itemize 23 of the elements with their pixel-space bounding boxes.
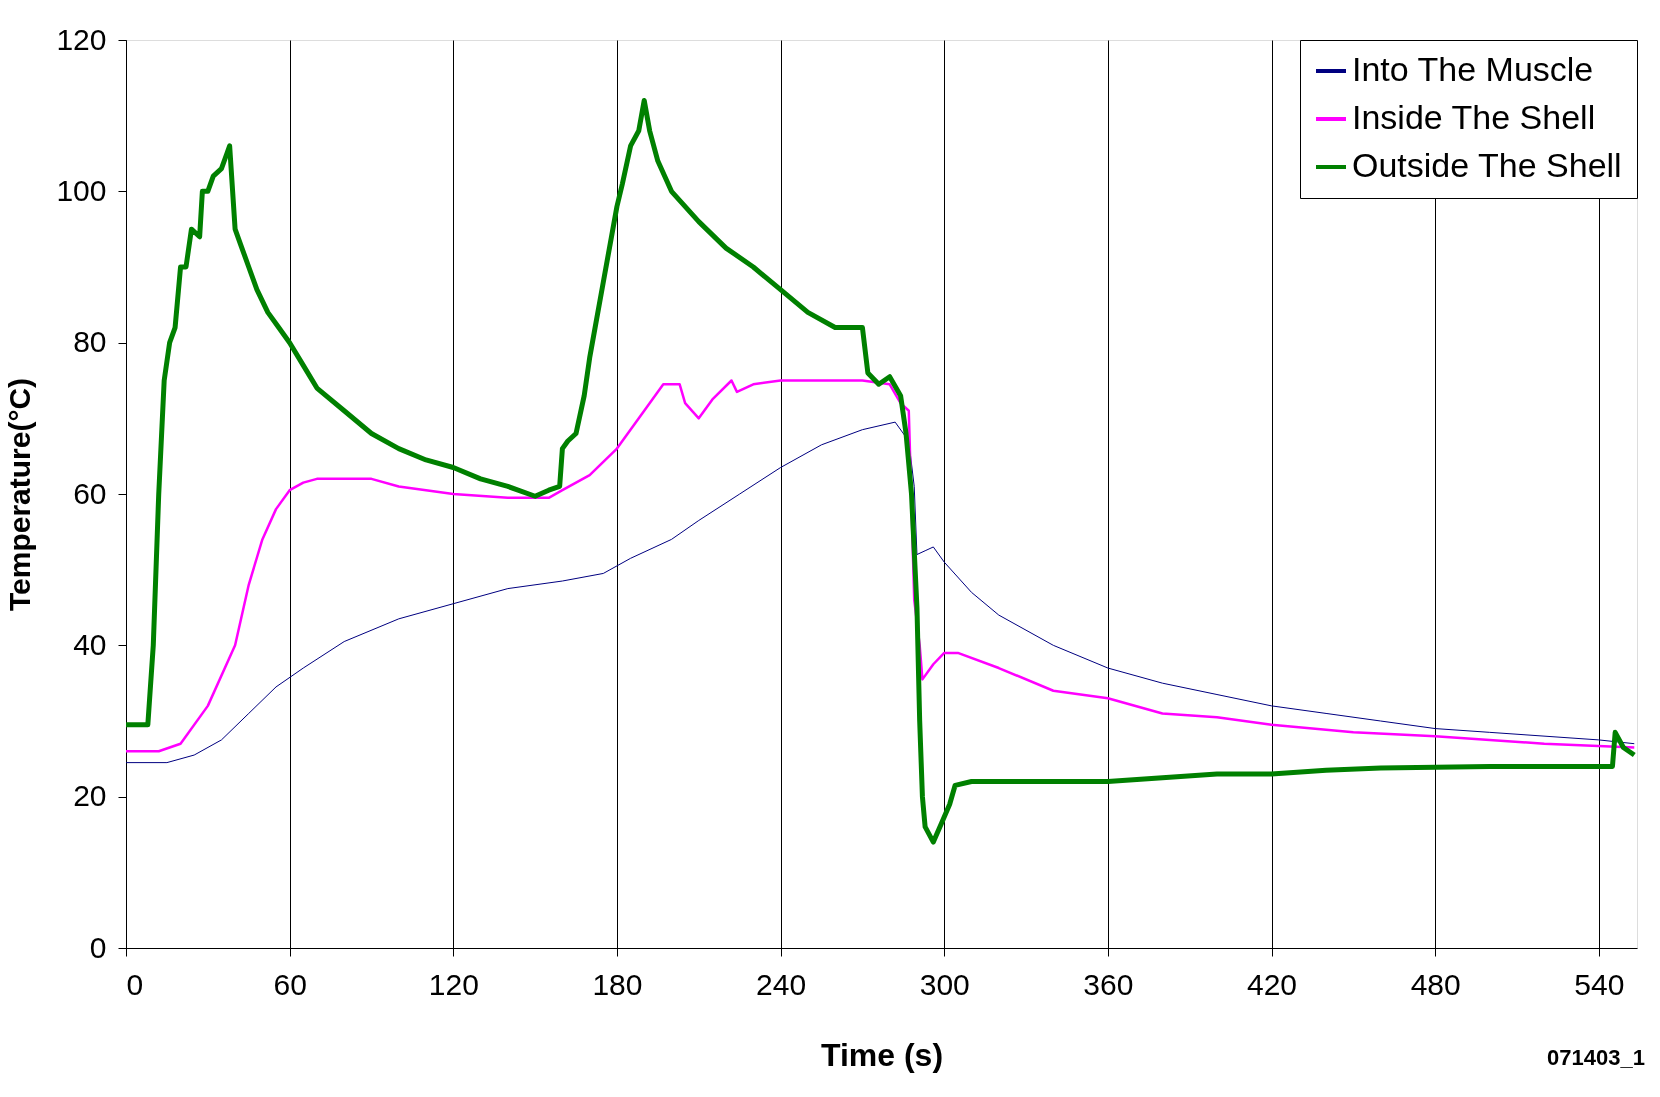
- x-axis-title: Time (s): [820, 1036, 944, 1073]
- x-tick-label: 60: [273, 967, 307, 1001]
- x-tick-label: 300: [919, 967, 970, 1001]
- x-tick-label: 180: [592, 967, 643, 1001]
- x-tick-label: 0: [126, 967, 144, 1001]
- text: 071403_1: [1547, 1045, 1645, 1070]
- x-tick-label: 480: [1410, 967, 1461, 1001]
- y-tick-label: 40: [73, 627, 107, 661]
- x-tick-label: 540: [1574, 967, 1625, 1001]
- legend-label: Into The Muscle: [1352, 50, 1594, 88]
- y-tick-label: 80: [73, 325, 107, 359]
- legend-label: Outside The Shell: [1352, 146, 1622, 184]
- x-tick-label: 240: [756, 967, 807, 1001]
- x-tick-label: 420: [1246, 967, 1298, 1001]
- y-axis-title: Temperature(°C): [3, 377, 37, 612]
- y-tick-label: 20: [73, 779, 107, 813]
- y-tick-label: 60: [73, 476, 107, 510]
- x-tick-label: 360: [1083, 967, 1134, 1001]
- y-tick-label: 120: [56, 22, 107, 56]
- legend-label: Inside The Shell: [1352, 98, 1596, 136]
- y-tick-label: 0: [89, 930, 107, 964]
- x-tick-label: 120: [428, 967, 479, 1001]
- y-tick-label: 100: [56, 173, 107, 207]
